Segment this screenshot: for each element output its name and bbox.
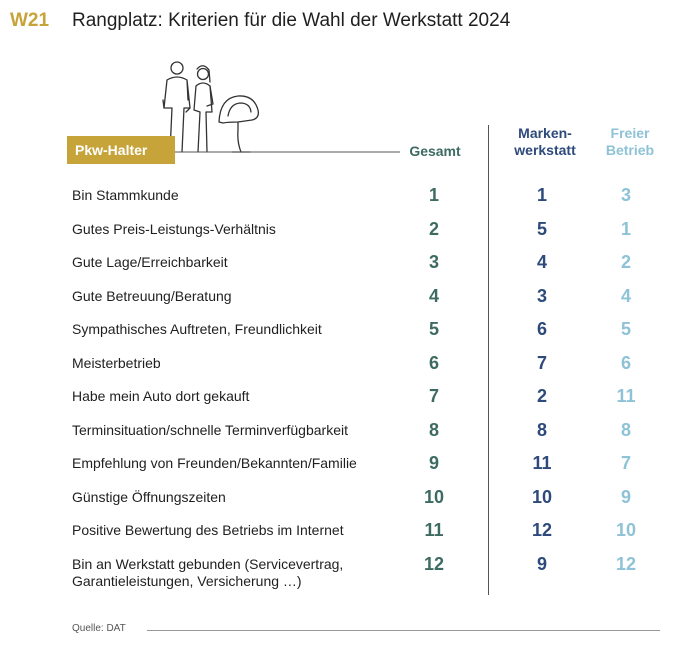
rank-gesamt: 3 — [428, 252, 439, 272]
source-rule — [147, 630, 660, 631]
rank-gesamt: 5 — [428, 319, 439, 339]
rank-freier-betrieb: 3 — [620, 185, 631, 205]
row-label: Habe mein Auto dort gekauft — [72, 388, 250, 404]
rank-freier-betrieb: 1 — [620, 218, 631, 239]
rank-gesamt: 6 — [428, 352, 439, 373]
rank-markenwerkstatt: 12 — [531, 520, 553, 540]
rank-markenwerkstatt: 8 — [536, 419, 547, 440]
rank-freier-betrieb: 6 — [620, 352, 631, 373]
row-label: Gute Betreuung/Beratung — [72, 287, 232, 304]
row-label: Günstige Öffnungszeiten — [72, 488, 226, 505]
rank-freier-betrieb: 10 — [615, 520, 637, 540]
row-label: Bin an Werkstatt gebunden (Servicevertra… — [72, 555, 344, 589]
rank-markenwerkstatt: 6 — [536, 319, 547, 339]
rank-freier-betrieb: 2 — [620, 252, 631, 272]
rank-freier-betrieb: 8 — [620, 419, 631, 440]
row-label: Empfehlung von Freunden/Bekannten/Famili… — [72, 455, 357, 471]
row-label: Gute Lage/Erreichbarkeit — [72, 254, 228, 270]
rank-freier-betrieb: 11 — [616, 386, 636, 406]
rank-gesamt: 12 — [423, 553, 445, 574]
rank-markenwerkstatt: 10 — [531, 486, 553, 507]
source-note: Quelle: DAT — [72, 623, 126, 634]
people-car-illustration — [120, 61, 400, 153]
rank-markenwerkstatt: 1 — [536, 185, 547, 205]
rank-markenwerkstatt: 7 — [536, 352, 547, 373]
rank-freier-betrieb: 4 — [620, 285, 631, 306]
rank-gesamt: 9 — [428, 453, 439, 473]
rank-gesamt: 4 — [428, 285, 439, 306]
rank-markenwerkstatt: 3 — [536, 285, 547, 306]
rank-gesamt: 8 — [428, 419, 439, 440]
rank-gesamt: 10 — [423, 486, 445, 507]
row-label: Bin Stammkunde — [72, 187, 179, 203]
rank-markenwerkstatt: 11 — [532, 453, 552, 473]
rank-freier-betrieb: 12 — [615, 553, 637, 574]
row-header-badge: Pkw-Halter — [67, 136, 175, 164]
row-label: Terminsituation/schnelle Terminverfügbar… — [72, 421, 348, 438]
figure-code: W21 — [10, 10, 50, 31]
rank-freier-betrieb: 5 — [620, 319, 631, 339]
rank-markenwerkstatt: 5 — [536, 218, 547, 239]
row-label: Positive Bewertung des Betriebs im Inter… — [72, 522, 344, 538]
column-header-freier-betrieb: Freier Betrieb — [605, 125, 655, 158]
rank-gesamt: 1 — [428, 185, 439, 205]
row-label: Gutes Preis-Leistungs-Verhältnis — [72, 220, 276, 237]
rank-freier-betrieb: 7 — [620, 453, 631, 473]
rank-markenwerkstatt: 2 — [536, 386, 547, 406]
row-label: Meisterbetrieb — [72, 354, 161, 371]
column-divider — [488, 125, 489, 595]
rank-gesamt: 2 — [428, 218, 439, 239]
rank-gesamt: 11 — [424, 520, 444, 540]
column-header-gesamt: Gesamt — [409, 143, 461, 159]
rank-gesamt: 7 — [428, 386, 439, 406]
rank-freier-betrieb: 9 — [620, 486, 631, 507]
figure-title: Rangplatz: Kriterien für die Wahl der We… — [72, 10, 511, 31]
column-header-markenwerkstatt: Marken- werkstatt — [514, 125, 576, 158]
row-label: Sympathisches Auftreten, Freundlichkeit — [72, 321, 322, 337]
rank-markenwerkstatt: 9 — [536, 553, 547, 574]
rank-markenwerkstatt: 4 — [536, 252, 547, 272]
